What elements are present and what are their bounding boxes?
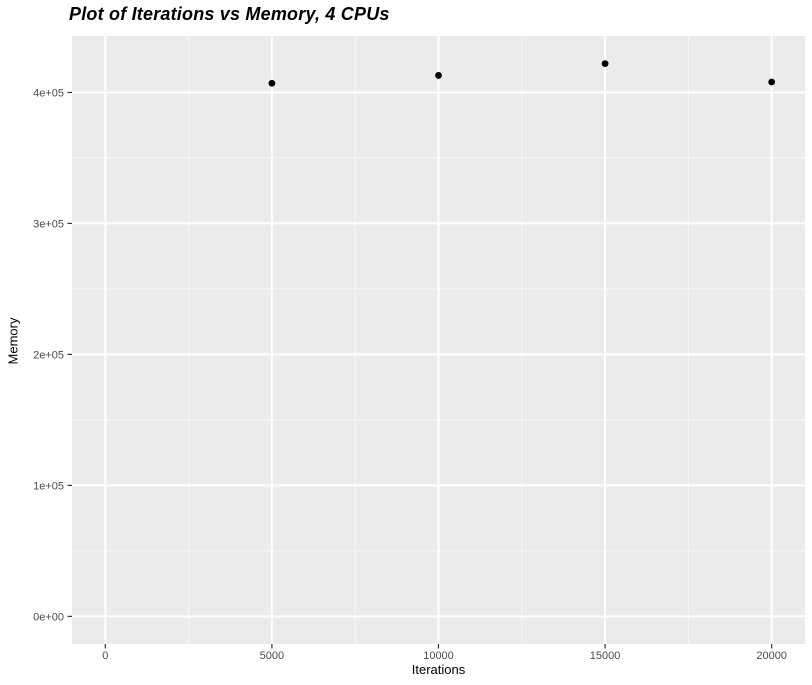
chart-title: Plot of Iterations vs Memory, 4 CPUs	[69, 4, 390, 24]
x-axis-title: Iterations	[411, 662, 466, 677]
data-point	[268, 79, 276, 87]
x-tick-label: 0	[102, 650, 108, 662]
x-tick-label: 20000	[756, 650, 787, 662]
y-tick-label: 4e+05	[33, 87, 64, 99]
data-point	[768, 78, 776, 86]
data-point	[435, 72, 442, 79]
y-tick-label: 0e+00	[33, 611, 64, 623]
x-tick-label: 10000	[423, 650, 454, 662]
y-tick-label: 3e+05	[33, 218, 64, 230]
y-tick-label: 2e+05	[33, 349, 64, 361]
x-tick-label: 5000	[260, 650, 284, 662]
y-axis-title: Memory	[5, 317, 21, 365]
y-tick-label: 1e+05	[33, 480, 64, 492]
data-point	[601, 60, 609, 68]
x-tick-label: 15000	[590, 650, 621, 662]
